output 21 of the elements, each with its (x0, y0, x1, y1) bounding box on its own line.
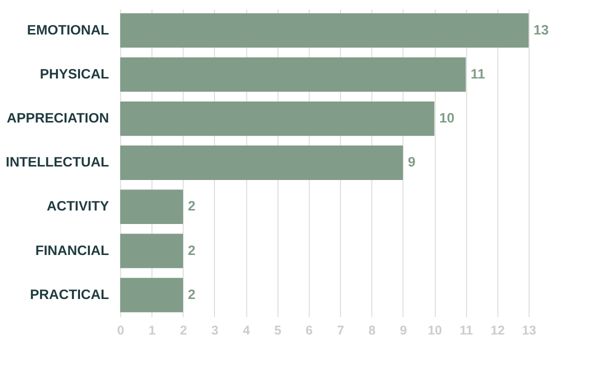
data-label: 2 (188, 198, 196, 214)
bar (120, 190, 184, 224)
bar (120, 146, 403, 180)
y-tick-label: PHYSICAL (40, 66, 109, 82)
data-label: 10 (439, 110, 455, 126)
bar (120, 101, 434, 136)
data-label: 2 (188, 242, 196, 258)
bar (120, 13, 529, 48)
y-tick-label: ACTIVITY (46, 198, 109, 214)
bar (120, 57, 466, 92)
data-label: 13 (534, 22, 550, 38)
bar (120, 234, 184, 268)
data-label: 11 (470, 66, 486, 82)
y-tick-label: APPRECIATION (6, 110, 109, 126)
y-tick-label: FINANCIAL (35, 242, 109, 258)
data-label: 2 (188, 286, 196, 302)
y-tick-label: EMOTIONAL (27, 22, 109, 38)
data-label: 9 (408, 154, 416, 170)
y-tick-label: INTELLECTUAL (6, 154, 109, 170)
bar (120, 278, 184, 312)
y-tick-label: PRACTICAL (30, 286, 109, 302)
